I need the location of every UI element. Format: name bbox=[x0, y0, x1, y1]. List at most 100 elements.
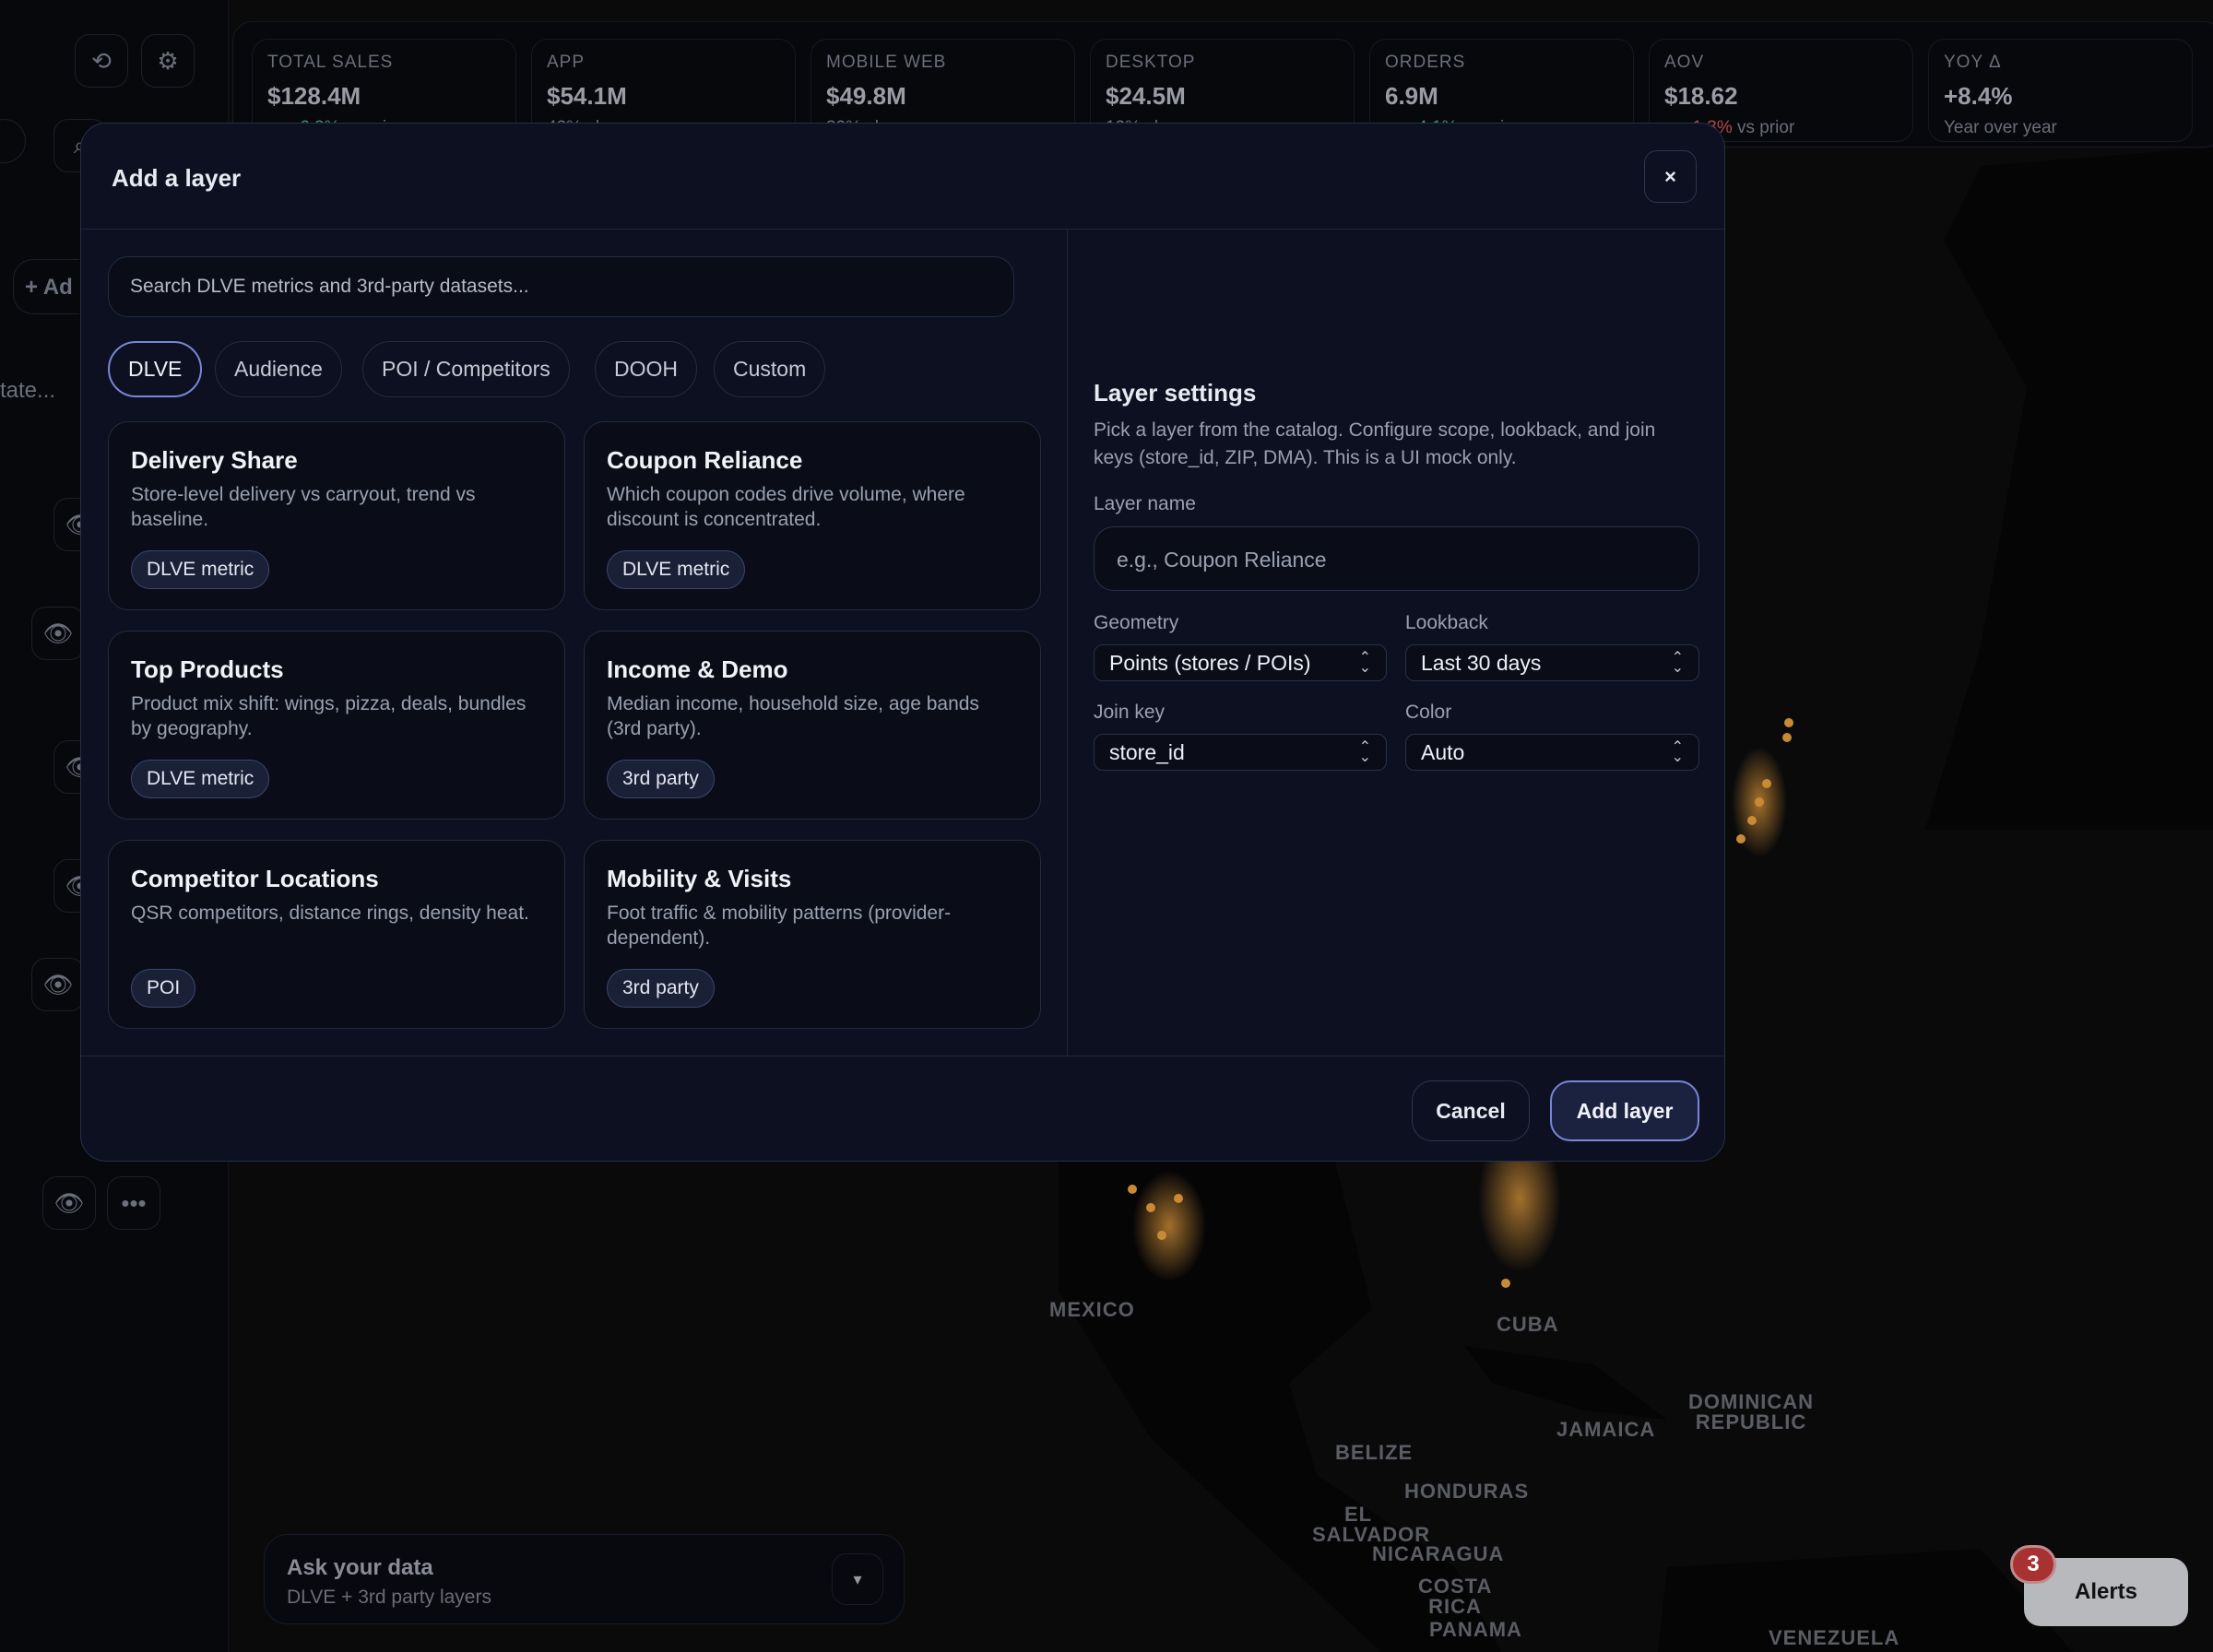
map-label: PANAMA bbox=[1429, 1618, 1522, 1641]
tab-poi-competitors[interactable]: POI / Competitors bbox=[362, 341, 570, 397]
card-title: Income & Demo bbox=[607, 655, 788, 683]
catalog-card[interactable]: Competitor Locations QSR competitors, dis… bbox=[108, 840, 565, 1029]
alerts-count-badge: 3 bbox=[2010, 1545, 2056, 1584]
modal-header: Add a layer × bbox=[81, 124, 1724, 230]
card-tag: DLVE metric bbox=[131, 550, 270, 589]
cancel-button[interactable]: Cancel bbox=[1412, 1080, 1530, 1141]
kpi-card[interactable]: YOY Δ +8.4% Year over year bbox=[1928, 39, 2193, 142]
add-layer-submit-button[interactable]: Add layer bbox=[1550, 1080, 1699, 1141]
kpi-value: $54.1M bbox=[547, 82, 627, 110]
map-label: CUBA bbox=[1497, 1313, 1559, 1336]
kpi-label: APP bbox=[547, 53, 586, 72]
chevron-updown-icon: ⌃ ⌄ bbox=[1358, 649, 1371, 676]
geometry-select[interactable]: Points (stores / POIs) ⌃ ⌄ bbox=[1094, 644, 1387, 681]
eye-icon[interactable]: 👁 bbox=[31, 607, 85, 660]
gear-icon[interactable]: ⚙ bbox=[141, 34, 195, 88]
modal-footer: Cancel Add layer bbox=[81, 1056, 1724, 1161]
kpi-label: YOY Δ bbox=[1944, 53, 2002, 72]
catalog-card[interactable]: Income & Demo Median income, household si… bbox=[584, 631, 1041, 820]
chevron-updown-icon: ⌃ ⌄ bbox=[1358, 738, 1371, 765]
state-text: tate... bbox=[0, 378, 56, 403]
geometry-value: Points (stores / POIs) bbox=[1109, 650, 1311, 675]
kpi-value: $49.8M bbox=[826, 82, 906, 110]
card-description: Store-level delivery vs carryout, trend … bbox=[131, 484, 476, 530]
color-label: Color bbox=[1405, 702, 1452, 723]
card-description: QSR competitors, distance rings, density… bbox=[131, 903, 529, 924]
kpi-value: +8.4% bbox=[1944, 82, 2013, 110]
more-icon[interactable]: ••• bbox=[107, 1176, 160, 1230]
color-value: Auto bbox=[1421, 739, 1465, 764]
tab-dooh[interactable]: DOOH bbox=[595, 341, 697, 397]
store-dots bbox=[1128, 718, 1793, 1288]
reset-icon[interactable]: ⟲ bbox=[75, 34, 128, 88]
kpi-label: DESKTOP bbox=[1106, 53, 1196, 72]
catalog-search-input[interactable]: Search DLVE metrics and 3rd-party datase… bbox=[108, 256, 1014, 317]
catalog-card[interactable]: Mobility & Visits Foot traffic & mobility… bbox=[584, 840, 1041, 1029]
catalog-card[interactable]: Delivery Share Store-level delivery vs ca… bbox=[108, 421, 565, 610]
card-description: Median income, household size, age bands… bbox=[607, 693, 979, 739]
settings-title: Layer settings bbox=[1094, 379, 1257, 407]
map-canvas bbox=[1059, 148, 2213, 1652]
card-tag: 3rd party bbox=[607, 760, 715, 798]
add-layer-modal: Add a layer × Search DLVE metrics and 3r… bbox=[80, 123, 1725, 1162]
kpi-label: TOTAL SALES bbox=[267, 53, 394, 72]
join-key-label: Join key bbox=[1094, 702, 1166, 723]
map-label: COSTA RICA bbox=[1418, 1575, 1493, 1618]
kpi-value: 6.9M bbox=[1385, 82, 1438, 110]
color-select[interactable]: Auto ⌃ ⌄ bbox=[1405, 734, 1699, 771]
ask-subtitle: DLVE + 3rd party layers bbox=[287, 1587, 491, 1608]
lookback-label: Lookback bbox=[1405, 612, 1488, 633]
kpi-subtext: vs prior bbox=[1737, 118, 1795, 137]
tab-dlve[interactable]: DLVE bbox=[108, 341, 203, 397]
ask-your-data-panel[interactable]: Ask your data DLVE + 3rd party layers ▾ bbox=[264, 1534, 905, 1624]
card-tag: 3rd party bbox=[607, 969, 715, 1008]
card-title: Delivery Share bbox=[131, 446, 298, 474]
card-title: Coupon Reliance bbox=[607, 446, 803, 474]
join-key-select[interactable]: store_id ⌃ ⌄ bbox=[1094, 734, 1387, 771]
alerts-label: Alerts bbox=[2074, 1579, 2138, 1604]
close-button[interactable]: × bbox=[1644, 150, 1697, 203]
chevron-updown-icon: ⌃ ⌄ bbox=[1671, 738, 1684, 765]
tab-custom[interactable]: Custom bbox=[714, 341, 826, 397]
eye-icon[interactable]: 👁 bbox=[31, 958, 85, 1011]
catalog-card[interactable]: Coupon Reliance Which coupon codes drive … bbox=[584, 421, 1041, 610]
kpi-value: $128.4M bbox=[267, 82, 361, 110]
settings-description: Pick a layer from the catalog. Configure… bbox=[1094, 419, 1656, 468]
map-label: NICARAGUA bbox=[1372, 1542, 1505, 1565]
circle-tool-icon[interactable] bbox=[0, 119, 26, 163]
land-shape bbox=[1059, 1162, 1501, 1652]
catalog-card[interactable]: Top Products Product mix shift: wings, pi… bbox=[108, 631, 565, 820]
tab-audience[interactable]: Audience bbox=[215, 341, 342, 397]
kpi-sub: Year over year bbox=[1944, 118, 2177, 138]
card-description: Product mix shift: wings, pizza, deals, … bbox=[131, 693, 527, 739]
chevron-updown-icon: ⌃ ⌄ bbox=[1671, 649, 1684, 676]
pane-divider bbox=[1067, 230, 1068, 1056]
lookback-select[interactable]: Last 30 days ⌃ ⌄ bbox=[1405, 644, 1699, 681]
heat-blob bbox=[1478, 1125, 1561, 1272]
map-label: BELIZE bbox=[1335, 1441, 1414, 1464]
join-key-value: store_id bbox=[1109, 739, 1185, 764]
add-layer-button[interactable]: + Ad bbox=[13, 259, 79, 314]
map-label: MEXICO bbox=[1049, 1298, 1135, 1321]
land-shape bbox=[1925, 148, 2213, 830]
map-label: HONDURAS bbox=[1404, 1480, 1530, 1503]
layer-name-label: Layer name bbox=[1094, 493, 1196, 514]
geometry-label: Geometry bbox=[1094, 612, 1179, 633]
kpi-label: ORDERS bbox=[1385, 53, 1466, 72]
kpi-value: $18.62 bbox=[1664, 82, 1738, 110]
card-title: Mobility & Visits bbox=[607, 865, 792, 892]
land-shape bbox=[1464, 1346, 1667, 1420]
map-label: JAMAICA bbox=[1556, 1418, 1656, 1441]
modal-title: Add a layer bbox=[112, 164, 242, 192]
layer-name-input[interactable]: e.g., Coupon Reliance bbox=[1094, 526, 1699, 591]
ask-title: Ask your data bbox=[287, 1555, 433, 1580]
kpi-label: AOV bbox=[1664, 53, 1705, 72]
kpi-subtext: Year over year bbox=[1944, 118, 2057, 137]
eye-icon[interactable]: 👁 bbox=[42, 1176, 96, 1230]
heat-blob bbox=[1132, 1171, 1206, 1281]
chevron-down-icon[interactable]: ▾ bbox=[832, 1553, 883, 1605]
kpi-label: MOBILE WEB bbox=[826, 53, 947, 72]
card-tag: DLVE metric bbox=[607, 550, 746, 589]
map-label: EL SALVADOR bbox=[1312, 1503, 1431, 1546]
card-description: Which coupon codes drive volume, where d… bbox=[607, 484, 965, 530]
